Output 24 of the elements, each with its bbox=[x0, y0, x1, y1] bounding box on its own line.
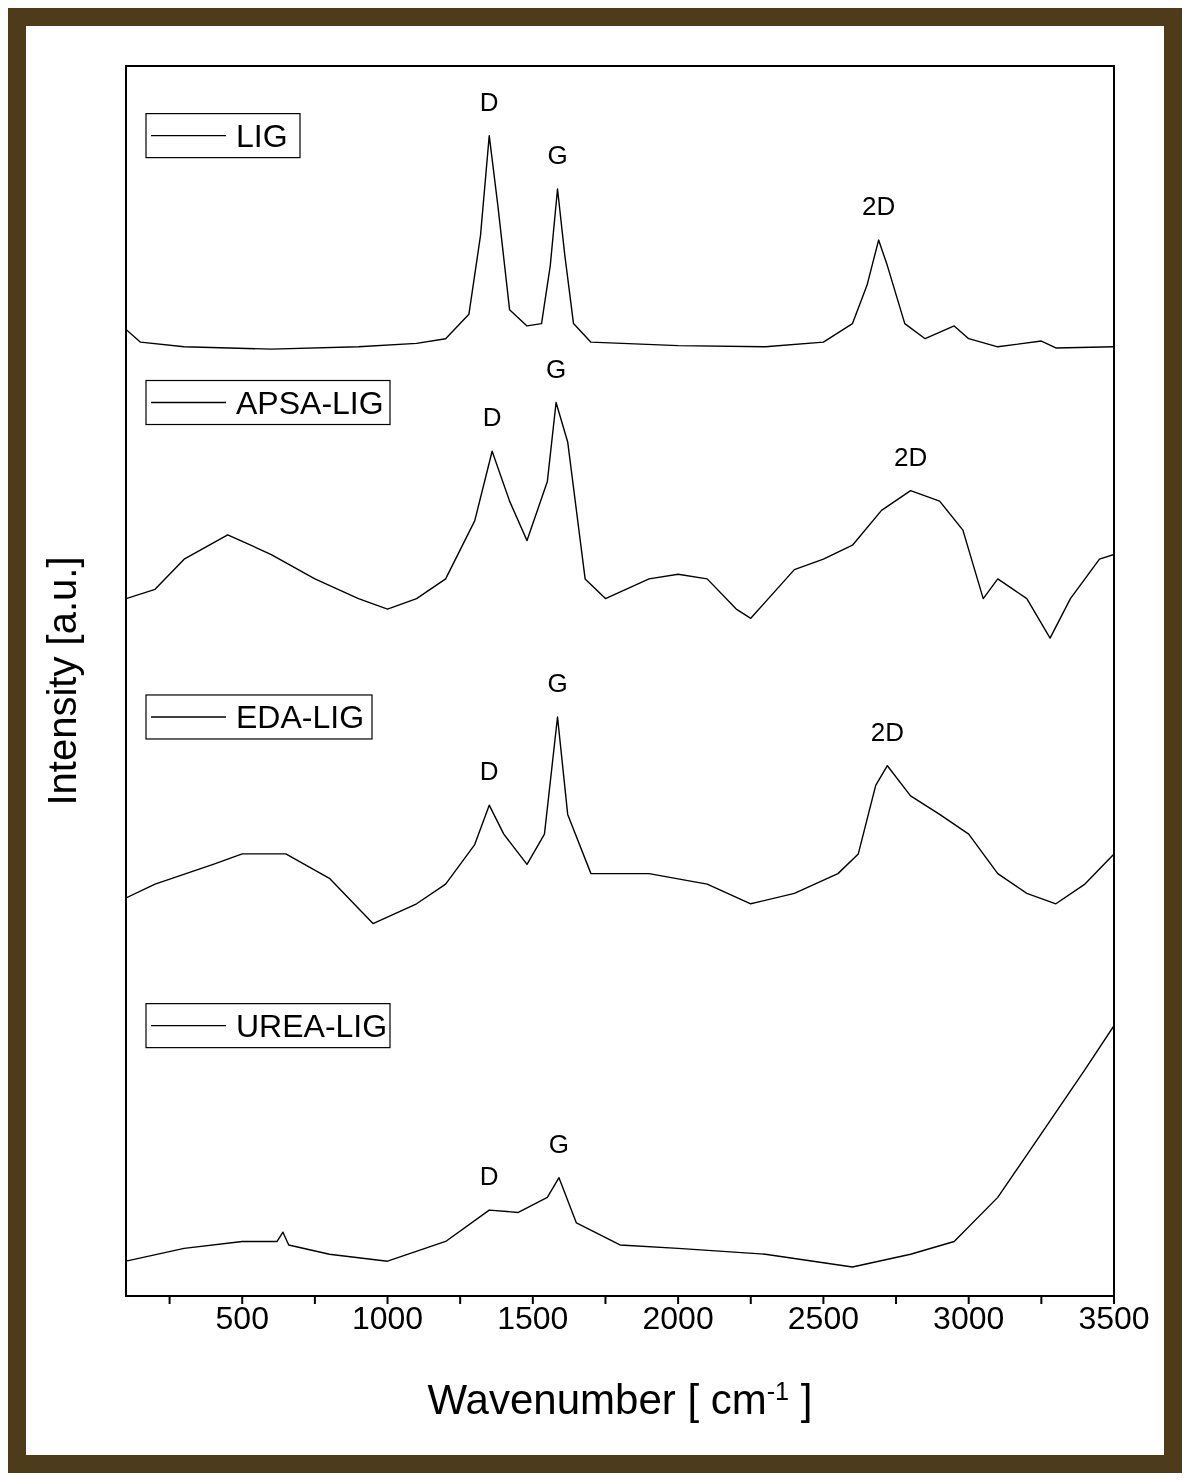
annotation: G bbox=[545, 353, 567, 384]
x-tick-label: 500 bbox=[215, 1299, 269, 1336]
x-tick-label: 1000 bbox=[351, 1299, 424, 1336]
x-axis-title: Wavenumber [ cm$^{-1}$ ] bbox=[427, 1376, 813, 1423]
annotation: D bbox=[479, 1161, 499, 1192]
annotation: G bbox=[547, 140, 568, 170]
annotation: D bbox=[479, 756, 499, 787]
x-tick-label: 2000 bbox=[642, 1299, 714, 1336]
x-tick-label: 3000 bbox=[933, 1299, 1005, 1336]
legend-label: EDA-LIG bbox=[236, 698, 365, 735]
annotation: 2D bbox=[862, 191, 896, 222]
annotation: D bbox=[482, 402, 502, 433]
legend-label: LIG bbox=[236, 117, 288, 154]
annotation: G bbox=[548, 1128, 570, 1159]
x-tick-label: 1500 bbox=[497, 1299, 569, 1336]
annotation: D bbox=[479, 86, 499, 117]
legend-label: APSA-LIG bbox=[236, 384, 384, 421]
legend-label: UREA-LIG bbox=[236, 1007, 388, 1044]
annotation: 2D bbox=[870, 716, 904, 747]
x-tick-label: 3500 bbox=[1078, 1299, 1150, 1336]
annotation: 2D bbox=[893, 441, 928, 472]
y-axis-title: Intensity [a.u.] bbox=[40, 556, 84, 806]
annotation: G bbox=[547, 667, 568, 698]
x-tick-label: 2500 bbox=[787, 1299, 860, 1336]
